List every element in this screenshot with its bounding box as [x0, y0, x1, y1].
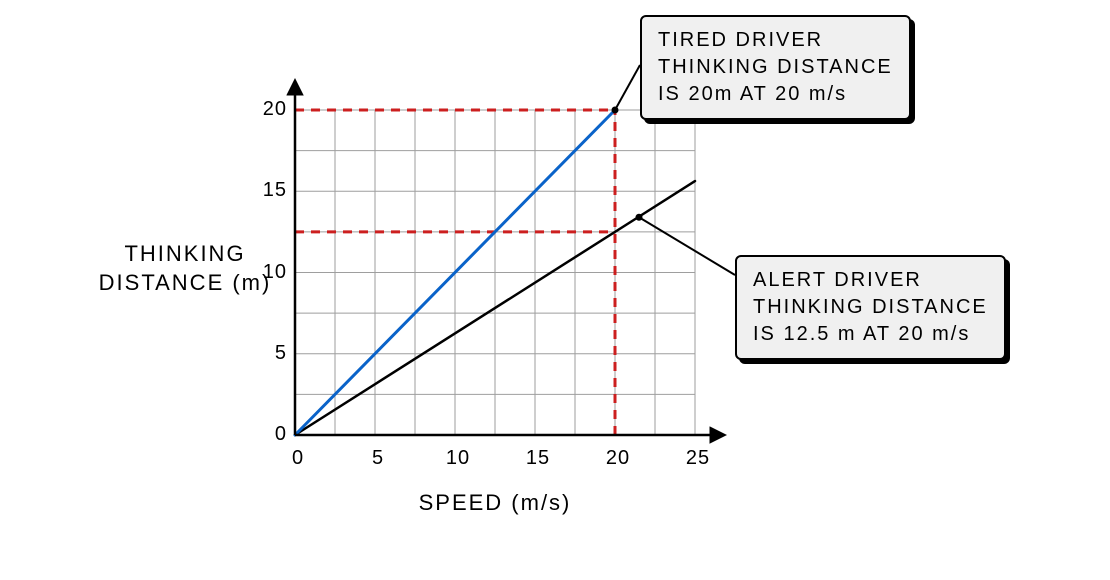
y-tick-label: 20	[253, 98, 287, 121]
y-axis-label: THINKING DISTANCE (m)	[90, 240, 280, 297]
x-tick-label: 5	[363, 447, 393, 470]
x-axis-label: SPEED (m/s)	[295, 490, 695, 516]
callout-tired-line2: THINKING DISTANCE	[658, 54, 893, 81]
y-tick-label: 5	[253, 342, 287, 365]
leader-tired	[615, 65, 640, 110]
x-tick-label: 25	[683, 447, 713, 470]
leader-tired-tip	[612, 107, 619, 114]
x-tick-label: 15	[523, 447, 553, 470]
callout-tired-driver: TIRED DRIVER THINKING DISTANCE IS 20m AT…	[640, 15, 911, 120]
callout-alert-line2: THINKING DISTANCE	[753, 294, 988, 321]
callout-alert-driver: ALERT DRIVER THINKING DISTANCE IS 12.5 m…	[735, 255, 1006, 360]
callout-alert-line1: ALERT DRIVER	[753, 267, 988, 294]
x-tick-label: 20	[603, 447, 633, 470]
callout-tired-line1: TIRED DRIVER	[658, 27, 893, 54]
callout-tired-line3: IS 20m AT 20 m/s	[658, 81, 893, 108]
y-tick-label: 0	[253, 423, 287, 446]
y-tick-label: 15	[253, 179, 287, 202]
y-axis-label-line1: THINKING	[124, 241, 245, 266]
callout-alert-line3: IS 12.5 m AT 20 m/s	[753, 321, 988, 348]
y-axis-label-line2: DISTANCE (m)	[99, 270, 272, 295]
x-tick-label: 0	[283, 447, 313, 470]
chart-container: THINKING DISTANCE (m) SPEED (m/s) 0 5 10 15…	[0, 0, 1110, 580]
leader-alert	[639, 217, 735, 275]
y-tick-label: 10	[253, 261, 287, 284]
leader-alert-tip	[636, 214, 643, 221]
x-tick-label: 10	[443, 447, 473, 470]
